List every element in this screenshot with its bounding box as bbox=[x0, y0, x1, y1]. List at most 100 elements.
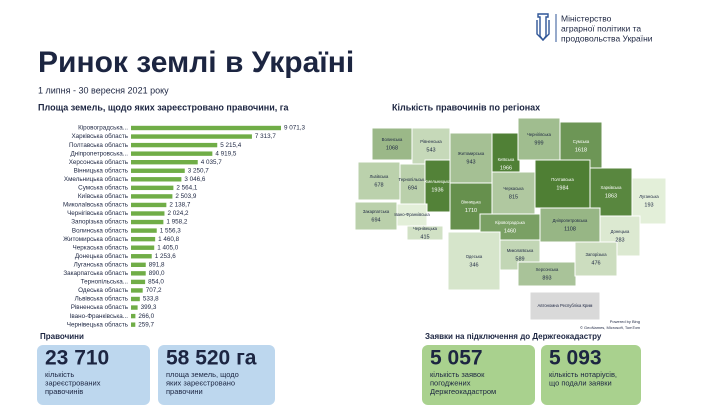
stat-number: 5 057 bbox=[430, 347, 483, 370]
y-tick-label: Волинська область bbox=[72, 226, 129, 234]
stat-caption: правочинів bbox=[45, 387, 83, 396]
y-tick-label: Луганська область bbox=[74, 260, 129, 268]
stats-title: Заявки на підключення до Держгеокадастру bbox=[425, 332, 602, 341]
map-region bbox=[449, 132, 493, 184]
y-tick-label: Донецька область bbox=[75, 252, 129, 260]
stat-caption: кількість заявок bbox=[430, 370, 485, 379]
region-value: 1966 bbox=[500, 165, 512, 171]
region-name: Черкаська bbox=[503, 186, 524, 191]
map-region bbox=[534, 159, 591, 209]
value-label: 891,8 bbox=[149, 261, 165, 268]
bar bbox=[131, 142, 218, 148]
stat-caption: яких зареєстровано bbox=[166, 378, 235, 387]
region-value: 346 bbox=[469, 262, 478, 268]
stat-caption: зареєстрованих bbox=[45, 378, 101, 387]
y-tick-label: Херсонська область bbox=[69, 158, 129, 166]
stat-box bbox=[541, 345, 641, 405]
map-credit: © GeoNames, Microsoft, TomTom bbox=[580, 325, 641, 330]
y-tick-label: Сумська область bbox=[78, 184, 129, 192]
bar bbox=[131, 125, 281, 131]
value-label: 4 919,5 bbox=[215, 150, 237, 157]
bar bbox=[131, 202, 167, 208]
value-label: 707,2 bbox=[146, 287, 162, 294]
bar bbox=[131, 177, 182, 182]
value-label: 399,3 bbox=[141, 304, 157, 311]
map-region bbox=[529, 291, 601, 321]
map-region bbox=[517, 261, 577, 287]
region-value: 1936 bbox=[431, 187, 443, 193]
y-tick-label: Київська область bbox=[78, 192, 129, 200]
value-label: 266,0 bbox=[138, 313, 154, 320]
y-tick-label: Тернопільська... bbox=[81, 278, 129, 286]
stat-box bbox=[422, 345, 535, 405]
region-value: 415 bbox=[420, 234, 429, 240]
y-tick-label: Чернівецька область bbox=[67, 320, 129, 328]
bar bbox=[131, 185, 174, 191]
page-subtitle: 1 липня - 30 вересня 2021 року bbox=[38, 85, 169, 95]
value-label: 1 460,8 bbox=[158, 236, 180, 243]
bar bbox=[131, 160, 198, 165]
value-label: 9 071,3 bbox=[284, 125, 306, 132]
bar bbox=[131, 279, 146, 285]
y-tick-label: Дніпропетровська... bbox=[71, 149, 129, 157]
region-name: Львівська bbox=[370, 174, 389, 179]
y-tick-label: Івано-Франківська... bbox=[70, 312, 129, 320]
region-value: 589 bbox=[515, 256, 524, 262]
region-name: Чернівецька bbox=[413, 226, 438, 231]
bar bbox=[131, 288, 143, 293]
bar bbox=[131, 305, 138, 310]
region-name: Рівненська bbox=[420, 139, 442, 144]
region-value: 476 bbox=[591, 260, 600, 266]
value-label: 1 556,3 bbox=[160, 227, 182, 234]
region-name: Полтавська bbox=[551, 177, 574, 182]
map-region bbox=[539, 207, 601, 243]
emblem bbox=[536, 13, 550, 42]
value-label: 1 958,2 bbox=[166, 219, 188, 226]
map-region bbox=[399, 163, 426, 205]
region-value: 815 bbox=[509, 194, 518, 200]
bar bbox=[131, 194, 173, 199]
bar bbox=[131, 322, 136, 327]
region-name: Херсонська bbox=[536, 267, 559, 272]
region-name: Харківська bbox=[601, 185, 623, 190]
ministry-name: Міністерство bbox=[561, 13, 612, 23]
y-tick-label: Рівненська область bbox=[71, 303, 129, 311]
bar bbox=[131, 134, 252, 139]
value-label: 2 024,2 bbox=[167, 210, 189, 217]
value-label: 4 035,7 bbox=[201, 159, 223, 166]
ministry-name: продовольства України bbox=[561, 33, 653, 43]
y-tick-label: Полтавська область bbox=[69, 141, 129, 149]
ministry-name: аграрної політики та bbox=[561, 23, 641, 33]
region-name: Волинська bbox=[382, 137, 403, 142]
stat-caption: що подали заявки bbox=[549, 378, 612, 387]
page-title: Ринок землі в Україні bbox=[38, 46, 354, 79]
region-value: 1108 bbox=[564, 226, 576, 232]
region-name: Одеська bbox=[466, 254, 483, 259]
stat-box bbox=[158, 345, 275, 405]
value-label: 2 503,9 bbox=[175, 193, 197, 200]
map-title: Кількість правочинів по регіонах bbox=[392, 102, 540, 112]
chart-title: Площа земель, щодо яких зареєстровано пр… bbox=[38, 102, 289, 112]
value-label: 5 215,4 bbox=[220, 142, 242, 149]
map-region bbox=[411, 127, 451, 165]
bar bbox=[131, 313, 136, 319]
stat-box bbox=[37, 345, 150, 405]
region-name: Миколаївська bbox=[507, 248, 534, 253]
region-name: Закарпатська bbox=[363, 209, 390, 214]
y-tick-label: Кіровоградська... bbox=[78, 124, 128, 132]
region-name: Житомирська bbox=[458, 151, 485, 156]
region-value: 1068 bbox=[386, 145, 398, 151]
stat-number: 58 520 га bbox=[166, 347, 257, 370]
bar bbox=[131, 236, 156, 242]
region-name: Донецька bbox=[611, 229, 630, 234]
stat-caption: Держгеокадастром bbox=[430, 387, 496, 396]
map-region bbox=[491, 171, 536, 215]
region-name: Хмельницька bbox=[425, 179, 452, 184]
region-name: Івано-Франківська bbox=[394, 212, 430, 217]
map-region bbox=[357, 161, 401, 201]
value-label: 854,0 bbox=[148, 279, 164, 286]
stat-number: 23 710 bbox=[45, 347, 109, 370]
region-value: 943 bbox=[466, 159, 475, 165]
y-tick-label: Чернігівська область bbox=[67, 209, 129, 217]
